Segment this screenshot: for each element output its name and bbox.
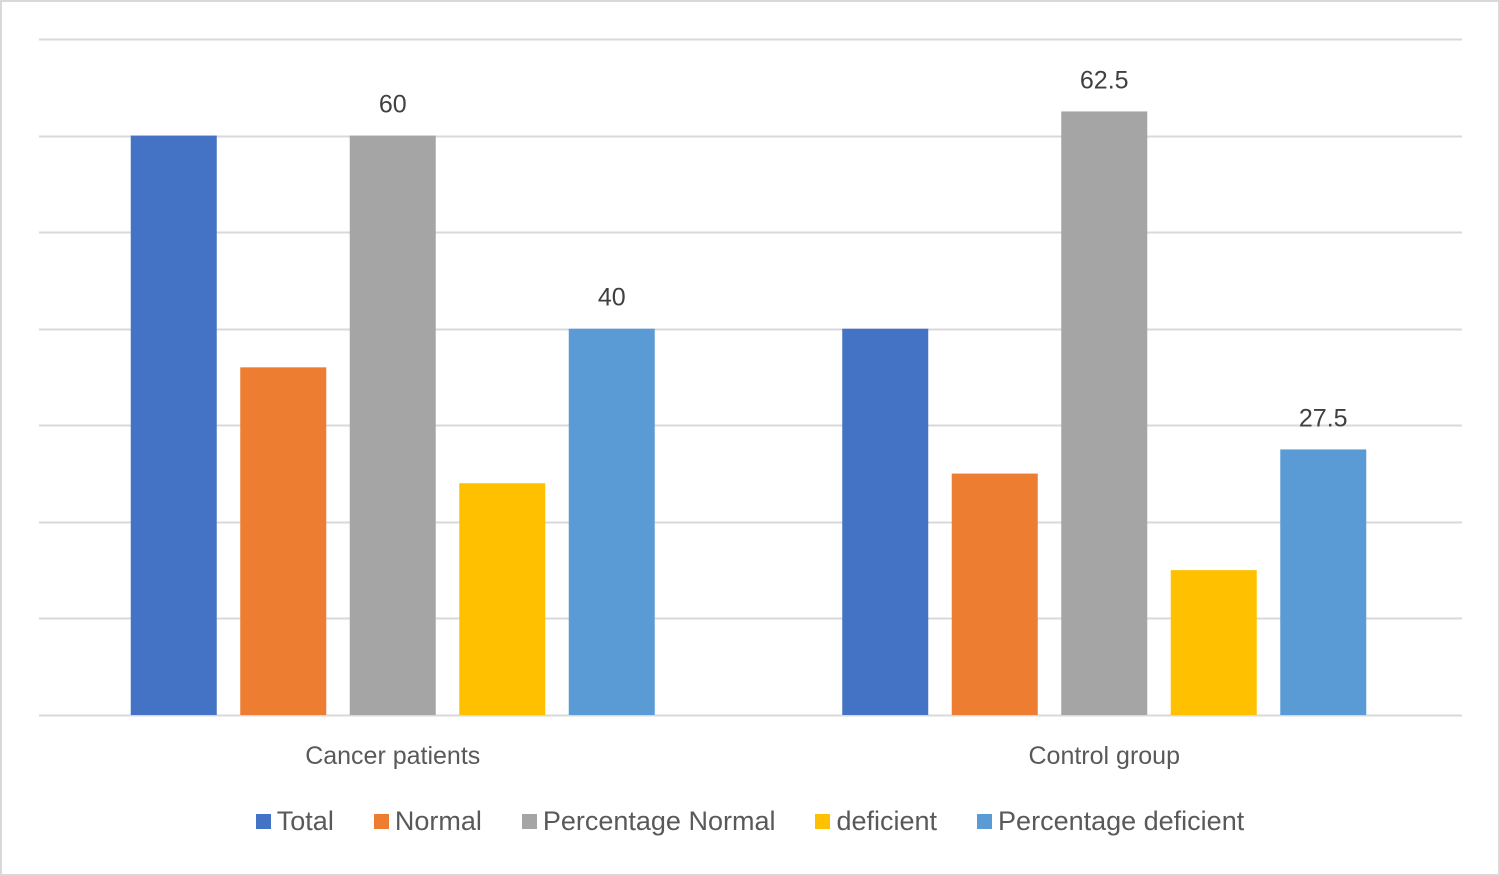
legend-item: Total <box>255 806 334 837</box>
data-label: 40 <box>598 284 626 312</box>
bar-normal-control-group <box>951 473 1038 715</box>
legend-item: Percentage Normal <box>521 806 776 837</box>
legend-swatch <box>977 814 993 829</box>
legend-swatch <box>815 814 831 829</box>
data-label: 27.5 <box>1299 404 1348 432</box>
legend-label: Percentage Normal <box>542 806 776 836</box>
bar-total-cancer-patients <box>130 135 217 716</box>
bar-deficient-cancer-patients <box>459 483 546 715</box>
category-label: Cancer patients <box>305 742 480 770</box>
bar-percentage-deficient-cancer-patients <box>568 328 655 715</box>
legend: Total Normal Percentage Normal deficient Per… <box>0 806 1500 837</box>
bar-total-control-group <box>842 328 929 715</box>
legend-label: Total <box>276 806 334 836</box>
bar-percentage-deficient-control-group <box>1280 449 1367 715</box>
legend-label: Normal <box>394 806 482 836</box>
legend-item: deficient <box>815 806 937 837</box>
data-label: 62.5 <box>1080 66 1129 94</box>
bar-percentage-normal-control-group <box>1061 111 1148 715</box>
legend-swatch <box>521 814 537 829</box>
legend-swatch <box>255 814 271 829</box>
category-labels: Cancer patients Control group <box>305 742 1180 770</box>
legend-item: Percentage deficient <box>977 806 1244 837</box>
legend-swatch <box>373 814 389 829</box>
bar-deficient-control-group <box>1170 570 1257 715</box>
legend-item: Normal <box>373 806 482 837</box>
data-label: 60 <box>379 91 407 119</box>
data-labels: 60 40 62.5 27.5 <box>379 66 1348 432</box>
bars <box>130 111 1367 716</box>
bar-normal-cancer-patients <box>240 367 327 715</box>
bar-percentage-normal-cancer-patients <box>349 135 436 716</box>
legend-label: deficient <box>836 806 938 836</box>
legend-label: Percentage deficient <box>998 806 1245 836</box>
category-label: Control group <box>1029 742 1180 770</box>
